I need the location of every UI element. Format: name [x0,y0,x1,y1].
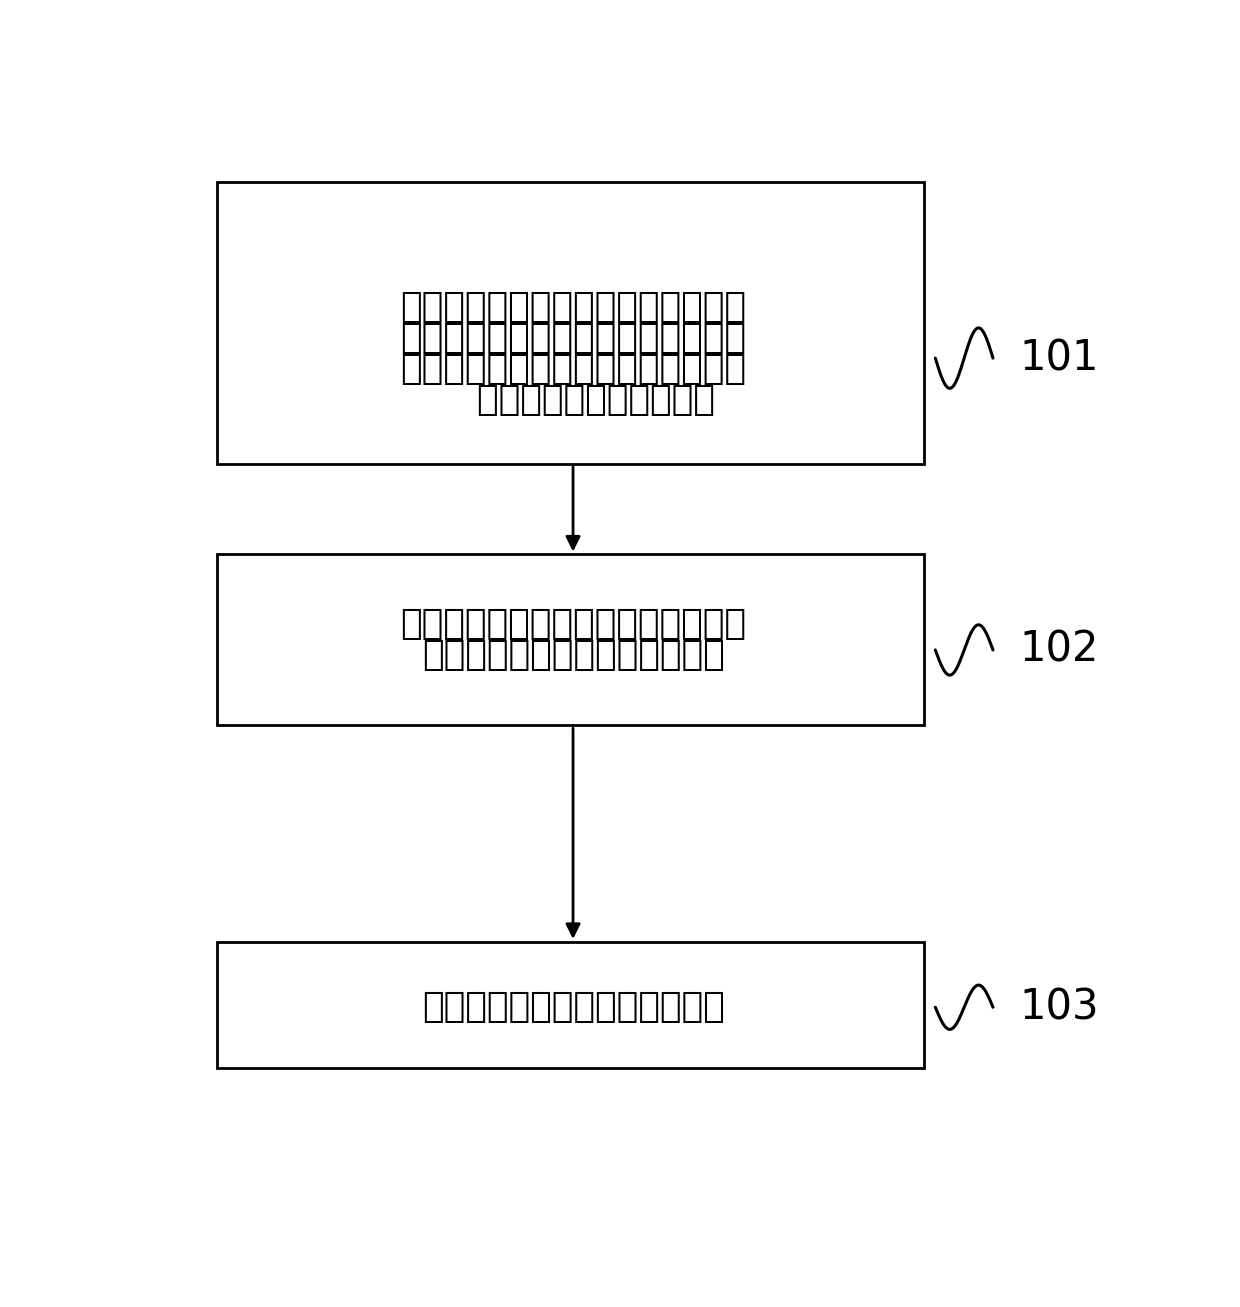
Text: ，其中，所述目标探测参数包括探测: ，其中，所述目标探测参数包括探测 [401,320,746,354]
Bar [217,182,924,464]
Text: 单元参数、能量区间参数以及探测器: 单元参数、能量区间参数以及探测器 [401,352,746,386]
Text: 设定光子计数探测器的目标探测参数: 设定光子计数探测器的目标探测参数 [401,290,746,324]
Text: 103: 103 [1019,987,1100,1029]
Text: 根据所述扫描数据重建医学图像: 根据所述扫描数据重建医学图像 [422,991,724,1025]
Text: 根据所述目标探测参数对各能量区间: 根据所述目标探测参数对各能量区间 [401,608,746,642]
Bar [217,554,924,725]
Text: 的光子进行计数，得到扫描数据: 的光子进行计数，得到扫描数据 [422,638,724,672]
Text: 102: 102 [1019,629,1100,670]
Bar [217,942,924,1068]
Text: 启用参数中的一种或多种: 启用参数中的一种或多种 [432,383,715,417]
Text: 101: 101 [1019,337,1100,379]
